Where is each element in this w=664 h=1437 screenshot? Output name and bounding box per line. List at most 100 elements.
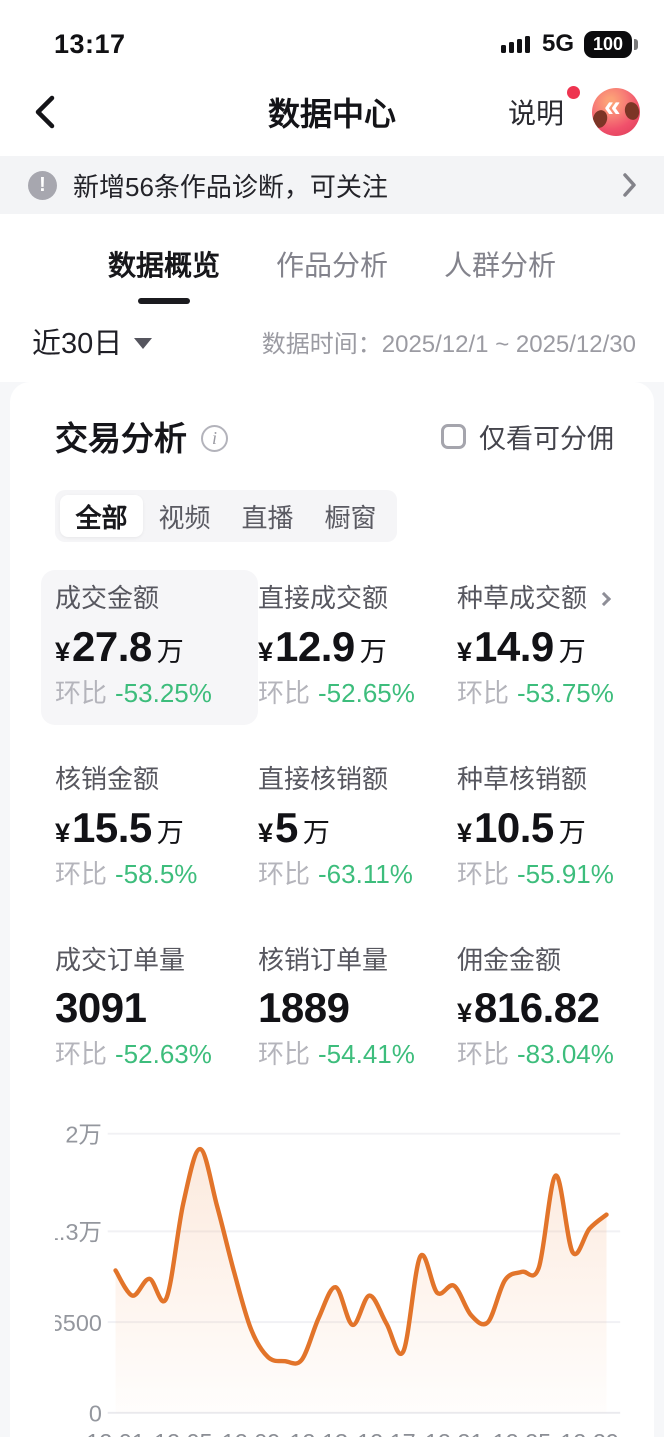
metric-value: 1889	[258, 984, 451, 1032]
chart-xtick-label: 12.25	[493, 1429, 552, 1437]
tab-label: 作品分析	[275, 250, 388, 281]
avatar-decoration: «	[604, 90, 621, 123]
data-time-info: 数据时间：2025/12/1 ~ 2025/12/30	[262, 324, 636, 359]
info-icon[interactable]: i	[201, 424, 228, 452]
delta-value: -53.75%	[517, 677, 614, 708]
delta-value: -55.91%	[517, 858, 614, 889]
battery-icon: 100	[584, 30, 638, 58]
metrics-grid: 成交金额 ¥27.8 万环比 -53.25% 直接成交额 ¥12.9 万环比 -52.65% 种…	[41, 570, 632, 1087]
metric-cell[interactable]: 成交订单量 3091 环比 -52.63%	[41, 932, 258, 1087]
currency-symbol: ¥	[457, 817, 473, 848]
clock: 13:17	[54, 28, 126, 59]
metric-label-row: 成交金额	[55, 583, 252, 614]
metric-value: ¥27.8 万	[55, 623, 252, 671]
metric-value: 3091	[55, 984, 252, 1032]
diagnosis-banner[interactable]: ! 新增56条作品诊断，可关注	[0, 156, 664, 214]
delta-label: 环比	[258, 1039, 311, 1070]
metric-delta-row: 环比 -52.63%	[55, 1040, 252, 1070]
transaction-analysis-card: 交易分析 i 仅看可分佣 全部 视频 直播 橱窗 成交金额 ¥27.8 万环比 -53.25…	[10, 382, 654, 1437]
commission-checkbox-label: 仅看可分佣	[479, 423, 614, 454]
metric-number: 1889	[258, 984, 350, 1032]
delta-label: 环比	[258, 858, 311, 889]
metric-label-row: 核销订单量	[258, 945, 451, 976]
segment-0[interactable]: 全部	[60, 495, 143, 537]
metric-label-row: 种草成交额	[457, 583, 626, 614]
help-label: 说明	[507, 98, 564, 129]
metric-cell[interactable]: 直接核销额 ¥5 万环比 -63.11%	[244, 751, 457, 906]
filter-row: 近30日 数据时间：2025/12/1 ~ 2025/12/30	[32, 320, 636, 362]
currency-symbol: ¥	[55, 636, 71, 667]
metric-label-row: 直接成交额	[258, 583, 451, 614]
metric-label: 种草核销额	[457, 763, 588, 794]
tab-1[interactable]: 作品分析	[270, 238, 394, 306]
chevron-right-icon	[596, 591, 612, 607]
delta-value: -83.04%	[517, 1039, 614, 1070]
metric-label: 成交金额	[55, 583, 160, 613]
metric-cell[interactable]: 核销金额 ¥15.5 万环比 -58.5%	[41, 751, 258, 906]
alert-icon: !	[28, 170, 57, 200]
metric-cell[interactable]: 直接成交额 ¥12.9 万环比 -52.65%	[244, 570, 457, 725]
metric-cell[interactable]: 成交金额 ¥27.8 万环比 -53.25%	[41, 570, 258, 725]
back-chevron-icon	[35, 95, 55, 129]
metric-label-row: 种草核销额	[457, 763, 626, 795]
chart-xtick-label: 12.01	[86, 1429, 145, 1437]
banner-text: 新增56条作品诊断，可关注	[73, 171, 388, 202]
metric-delta-row: 环比 -54.41%	[258, 1040, 451, 1070]
card-title: 交易分析	[55, 420, 187, 457]
date-range-value: 近30日	[32, 328, 123, 360]
chart-line	[113, 1147, 609, 1367]
date-range-select[interactable]: 近30日	[32, 320, 153, 362]
metric-label: 佣金金额	[457, 944, 562, 975]
avatar[interactable]: «	[592, 88, 640, 136]
battery-cap	[634, 38, 638, 50]
metric-number: 15.5	[72, 803, 152, 851]
delta-value: -63.11%	[318, 858, 413, 889]
metric-value: ¥816.82	[457, 984, 626, 1032]
metric-label: 核销金额	[55, 763, 160, 794]
metric-unit: 万	[558, 817, 586, 848]
metric-number: 816.82	[474, 984, 600, 1032]
delta-value: -54.41%	[318, 1039, 415, 1070]
data-time-label: 数据时间：	[261, 330, 382, 358]
metric-delta-row: 环比 -55.91%	[457, 858, 626, 890]
commission-checkbox[interactable]	[441, 423, 466, 449]
metric-delta-row: 环比 -58.5%	[55, 858, 252, 890]
status-bar: 13:17 5G 100	[0, 0, 664, 64]
segment-1[interactable]: 视频	[158, 502, 211, 533]
metric-unit: 万	[558, 636, 586, 667]
delta-value: -58.5%	[115, 858, 198, 889]
metric-value: ¥14.9 万	[457, 623, 626, 671]
back-button[interactable]	[32, 92, 66, 132]
tab-label: 人群分析	[444, 250, 557, 281]
delta-value: -52.65%	[318, 677, 415, 708]
currency-symbol: ¥	[457, 998, 473, 1029]
metric-cell[interactable]: 种草核销额 ¥10.5 万环比 -55.91%	[443, 751, 632, 906]
segment-3[interactable]: 橱窗	[324, 502, 377, 533]
network-type-label: 5G	[541, 30, 574, 57]
metric-number: 5	[275, 803, 298, 851]
currency-symbol: ¥	[55, 817, 71, 848]
metric-value: ¥10.5 万	[457, 804, 626, 852]
metric-label-row: 核销金额	[55, 763, 252, 795]
metric-cell[interactable]: 核销订单量 1889 环比 -54.41%	[244, 932, 457, 1087]
metric-delta-row: 环比 -53.25%	[55, 677, 252, 709]
chart-xtick-label: 12.29	[560, 1429, 619, 1437]
metric-number: 12.9	[275, 622, 355, 670]
currency-symbol: ¥	[258, 636, 274, 667]
delta-value: -53.25%	[115, 677, 212, 708]
tab-0[interactable]: 数据概览	[102, 238, 226, 306]
metric-label: 种草成交额	[457, 583, 588, 613]
delta-value: -52.63%	[115, 1039, 212, 1070]
chevron-right-icon	[620, 170, 638, 200]
metric-label: 直接成交额	[258, 583, 389, 613]
help-button[interactable]: 说明	[507, 86, 580, 132]
segment-2[interactable]: 直播	[241, 502, 294, 533]
tab-2[interactable]: 人群分析	[438, 238, 562, 306]
commission-filter[interactable]: 仅看可分佣	[441, 417, 614, 456]
red-dot-badge	[567, 86, 580, 99]
metric-cell[interactable]: 佣金金额 ¥816.82 环比 -83.04%	[443, 932, 632, 1087]
metric-value: ¥5 万	[258, 804, 451, 852]
page-body: 交易分析 i 仅看可分佣 全部 视频 直播 橱窗 成交金额 ¥27.8 万环比 -53.25…	[0, 382, 664, 1437]
metric-cell[interactable]: 种草成交额 ¥14.9 万环比 -53.75%	[443, 570, 632, 725]
signal-strength-icon	[500, 35, 530, 53]
